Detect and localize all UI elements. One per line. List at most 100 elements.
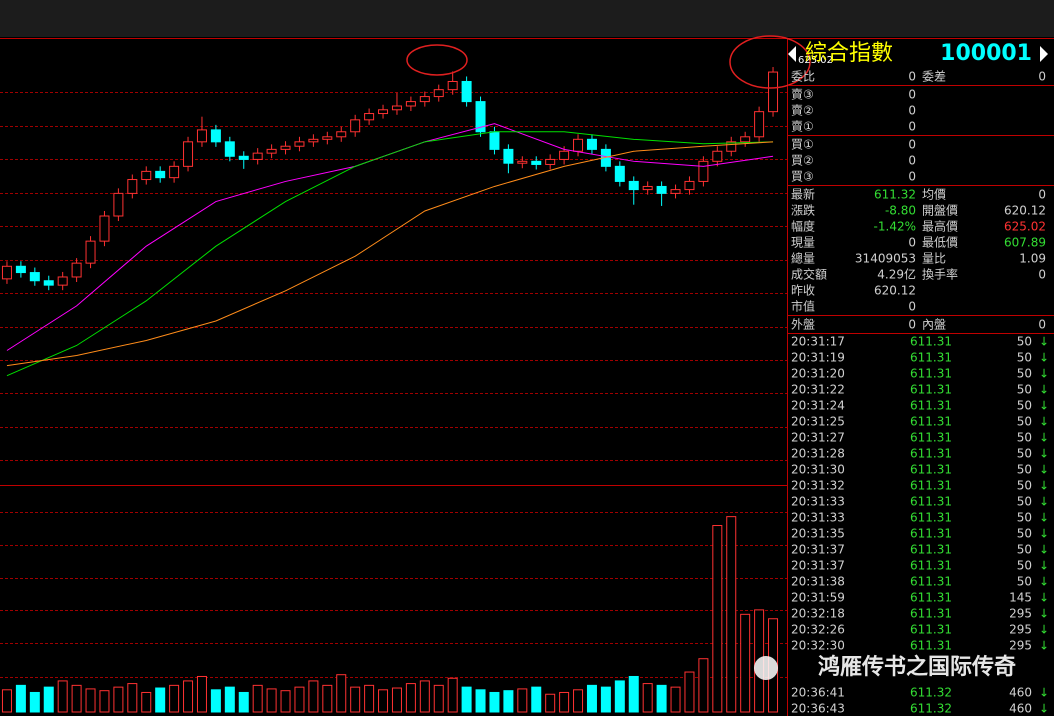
quote-panel: 委比 0 委差 0 賣③ 0 賣② 0 賣① 0 買① 0 買② 0 買③ 0 最新 611.32 均價 0 漲跌 -8.…	[788, 70, 1054, 716]
prev-arrow[interactable]	[788, 46, 796, 62]
volume-bar	[280, 690, 291, 713]
volume-bar	[726, 516, 737, 713]
candle-body	[740, 136, 751, 143]
quote-cell: 1.09	[1019, 252, 1046, 266]
candle-body	[545, 158, 556, 165]
candle-body	[127, 179, 138, 194]
volume-bar	[183, 680, 194, 713]
quote-cell: 買②	[791, 154, 814, 168]
volume-bar	[238, 691, 249, 713]
quote-cell: 委比	[791, 70, 815, 84]
candle-body	[503, 148, 514, 164]
tick-direction: ↓	[1039, 447, 1049, 461]
candle-body	[85, 240, 96, 264]
volume-bar	[224, 686, 235, 713]
quote-cell: 賣①	[791, 119, 814, 134]
volume-bar	[698, 658, 709, 713]
quote-cell: 漲跌	[791, 203, 815, 218]
candle-body	[15, 265, 26, 274]
candle-body	[322, 136, 333, 140]
quote-cell: 市值	[791, 299, 815, 314]
volume-bar	[99, 690, 110, 713]
tick-direction: ↓	[1039, 463, 1049, 477]
tick-direction: ↓	[1039, 351, 1049, 365]
quote-cell: 賣②	[791, 103, 814, 118]
candle-body	[364, 113, 375, 121]
candle-body	[517, 160, 528, 164]
quote-cell: 611.32	[874, 188, 916, 202]
tick-price: 611.31	[910, 527, 952, 541]
volume-bar	[336, 674, 347, 713]
candle-body	[294, 141, 305, 147]
next-arrow[interactable]	[1040, 46, 1048, 62]
candle-body	[684, 180, 695, 191]
candle-body	[378, 109, 389, 115]
quote-cell: 總量	[791, 251, 815, 266]
candle-body	[531, 160, 542, 165]
tick-direction: ↓	[1039, 367, 1049, 381]
tick-volume: 460	[1009, 702, 1032, 716]
tick-time: 20:31:33	[791, 495, 845, 509]
quote-cell: 買①	[791, 138, 814, 152]
volume-bar	[684, 671, 695, 713]
tick-volume: 50	[1017, 575, 1032, 589]
tick-volume: 145	[1009, 591, 1032, 605]
quote-cell: 幅度	[791, 219, 815, 234]
volume-bar	[573, 689, 584, 713]
candle-body	[57, 276, 68, 286]
watermark-icon	[754, 656, 778, 680]
candle-body	[489, 131, 500, 150]
quote-cell: 0	[908, 236, 916, 250]
tick-volume: 50	[1017, 383, 1032, 397]
tick-time: 20:31:28	[791, 447, 845, 461]
candle-body	[252, 152, 263, 160]
tick-time: 20:31:27	[791, 431, 845, 445]
volume-bar	[628, 675, 639, 713]
tick-price: 611.31	[910, 463, 952, 477]
quote-cell: 量比	[922, 252, 946, 266]
moving-average-line	[6, 131, 774, 377]
volume-bar	[141, 691, 152, 713]
candle-body	[1, 265, 12, 280]
tick-volume: 50	[1017, 495, 1032, 509]
quote-cell: 委差	[922, 70, 946, 84]
volume-bar	[57, 680, 68, 713]
candle-body	[350, 119, 361, 133]
tick-volume: 50	[1017, 479, 1032, 493]
quote-cell: 0	[1038, 318, 1046, 332]
candle-body	[475, 101, 486, 133]
tick-price: 611.31	[910, 543, 952, 557]
tick-time: 20:31:32	[791, 479, 845, 493]
quote-cell: 0	[1038, 188, 1046, 202]
tick-direction: ↓	[1039, 591, 1049, 605]
tick-time: 20:32:18	[791, 607, 845, 621]
quote-cell: 最低價	[922, 236, 958, 250]
tick-time: 20:36:41	[791, 686, 845, 700]
tick-price: 611.31	[910, 559, 952, 573]
tick-time: 20:31:38	[791, 575, 845, 589]
tick-time: 20:32:30	[791, 639, 845, 653]
candle-body	[461, 80, 472, 103]
volume-bar	[43, 686, 54, 713]
candle-body	[308, 138, 319, 143]
tick-volume: 50	[1017, 351, 1032, 365]
tick-price: 611.31	[910, 383, 952, 397]
quote-cell: 625.02	[1004, 220, 1046, 234]
tick-volume: 50	[1017, 415, 1032, 429]
tick-time: 20:31:37	[791, 543, 845, 557]
volume-bar	[113, 686, 124, 713]
volume-bar	[127, 683, 138, 713]
tick-time: 20:31:19	[791, 351, 845, 365]
tick-price: 611.31	[910, 607, 952, 621]
tick-direction: ↓	[1039, 559, 1049, 573]
candle-body	[573, 138, 584, 152]
tick-direction: ↓	[1039, 495, 1049, 509]
tick-time: 20:31:17	[791, 335, 845, 349]
tick-price: 611.31	[910, 351, 952, 365]
quote-cell: 0	[1038, 268, 1046, 282]
quote-cell: 0	[908, 154, 916, 168]
candle-body	[447, 80, 458, 91]
tick-direction: ↓	[1039, 415, 1049, 429]
quote-cell: 0	[908, 70, 916, 84]
tick-time: 20:31:37	[791, 559, 845, 573]
